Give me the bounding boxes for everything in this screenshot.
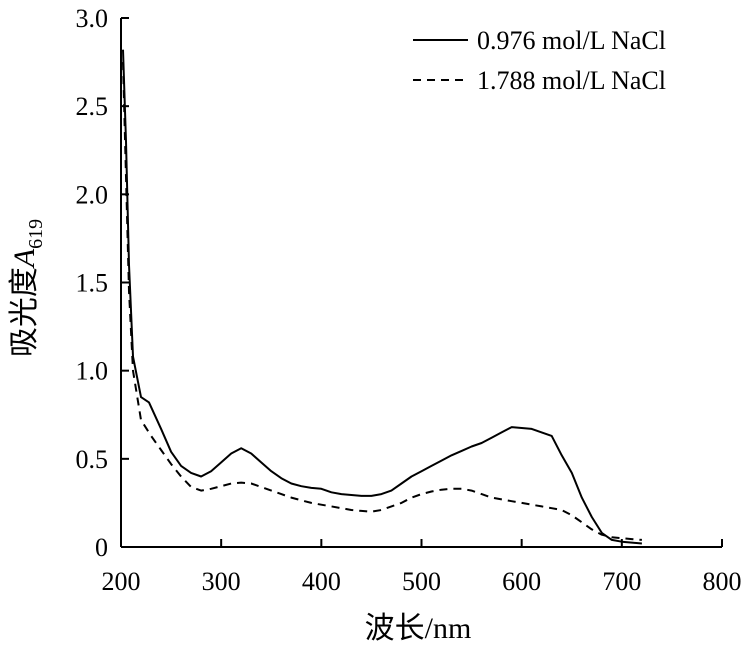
series-line-2 — [122, 62, 642, 541]
y-axis-title-main: 吸光度 — [8, 267, 41, 357]
legend-label-2: 1.788 mol/L NaCl — [477, 66, 666, 95]
x-axis-title: 波长/nm — [365, 612, 472, 645]
x-tick-label: 200 — [102, 567, 141, 596]
y-tick-label: 1.5 — [76, 269, 109, 298]
y-axis-title: 吸光度A619 — [8, 219, 47, 357]
series-line-1 — [122, 49, 642, 545]
x-tick-label: 800 — [703, 567, 742, 596]
legend: 0.976 mol/L NaCl 1.788 mol/L NaCl — [413, 26, 666, 95]
x-tick-label: 400 — [302, 567, 341, 596]
y-axis-title-sub: 619 — [25, 219, 47, 249]
x-tick-label: 700 — [602, 567, 641, 596]
y-tick-label: 2.0 — [76, 180, 109, 209]
y-tick-label: 2.5 — [76, 92, 109, 121]
y-tick-label: 1.0 — [76, 357, 109, 386]
y-tick-label: 3.0 — [76, 4, 109, 33]
y-axis-title-var: A — [8, 248, 41, 269]
x-tick-label: 600 — [502, 567, 541, 596]
y-tick-label: 0 — [95, 533, 108, 562]
y-tick-label: 0.5 — [76, 445, 109, 474]
x-tick-label: 300 — [202, 567, 241, 596]
legend-label-1: 0.976 mol/L NaCl — [477, 26, 666, 55]
axes: 200 300 400 500 600 700 800 0 0.5 1.0 1.5 2.0 2.5 3.0 — [76, 4, 742, 596]
x-tick-label: 500 — [402, 567, 441, 596]
series-layer — [122, 49, 642, 545]
